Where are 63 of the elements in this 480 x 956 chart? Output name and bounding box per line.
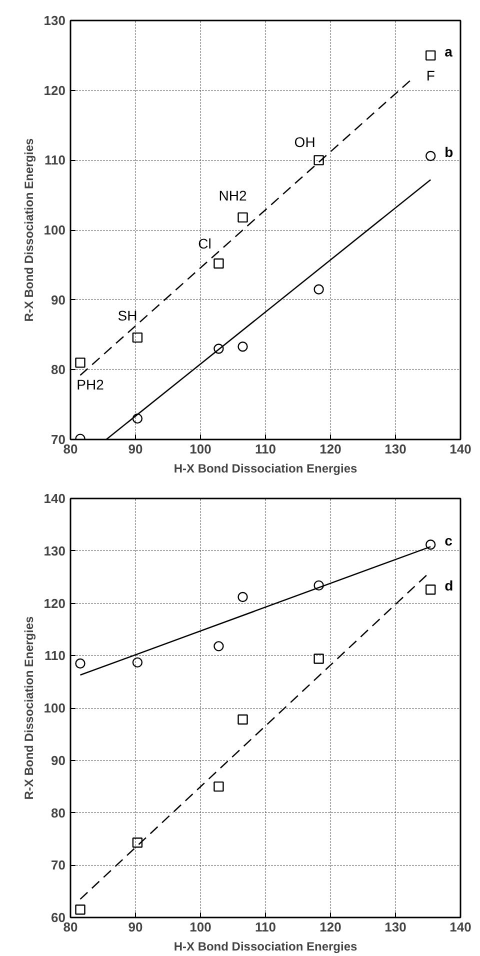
y-axis-title: R-X Bond Dissociation Energies: [22, 616, 36, 800]
y-tick-label: 100: [44, 700, 66, 716]
point: [238, 342, 248, 352]
series-label: b: [444, 144, 454, 160]
series-label: c: [444, 532, 453, 549]
annotation: NH2: [218, 187, 247, 204]
y-tick-label: 70: [51, 858, 66, 873]
point: [238, 592, 248, 602]
x-tick-label: 100: [190, 442, 212, 456]
point: [132, 413, 143, 424]
point: [426, 584, 436, 595]
x-tick-label: 130: [384, 920, 406, 934]
annotation: OH: [294, 134, 316, 150]
point: [314, 155, 324, 166]
x-tick-label: 90: [128, 920, 143, 934]
point: [132, 657, 143, 668]
x-tick-label: 110: [255, 920, 276, 934]
x-tick-label: 130: [384, 442, 406, 456]
series-label: a: [444, 43, 453, 60]
point: [314, 654, 324, 664]
point: [132, 332, 143, 343]
annotation: SH: [118, 308, 138, 324]
point: [426, 150, 436, 162]
x-tick-label: 120: [320, 920, 342, 934]
x-tick-label: 120: [320, 442, 342, 456]
annotation: F: [426, 67, 435, 84]
y-tick-label: 130: [44, 543, 66, 558]
y-tick-label: 140: [44, 491, 66, 506]
y-tick-label: 110: [44, 648, 66, 664]
y-tick-label: 130: [44, 13, 66, 28]
point: [314, 284, 324, 294]
annotation: Cl: [198, 236, 212, 252]
x-tick-label: 110: [255, 442, 276, 456]
point: [214, 641, 224, 652]
point: [75, 658, 86, 669]
x-axis-title: H-X Bond Dissociation Energies: [174, 940, 358, 954]
point: [314, 580, 324, 591]
y-tick-label: 80: [51, 805, 66, 820]
point: [426, 540, 436, 550]
x-tick-label: 140: [450, 442, 472, 456]
x-tick-label: 100: [190, 920, 212, 934]
x-axis-title: H-X Bond Dissociation Energies: [174, 462, 358, 476]
x-tick-label: 90: [128, 442, 143, 456]
x-tick-label: 140: [450, 920, 472, 934]
point: [75, 904, 86, 915]
y-tick-label: 100: [44, 222, 66, 238]
series-label: d: [444, 578, 454, 594]
annotation: PH2: [76, 376, 104, 393]
y-tick-label: 90: [51, 752, 66, 768]
point: [75, 358, 86, 368]
y-tick-label: 110: [44, 152, 66, 168]
point: [214, 781, 224, 792]
y-tick-label: 120: [44, 82, 66, 98]
y-tick-label: 90: [51, 292, 66, 308]
point: [238, 714, 248, 725]
point: [214, 258, 224, 269]
y-axis-title: R-X Bond Dissociation Energies: [22, 138, 36, 322]
point: [238, 212, 248, 223]
point: [426, 50, 436, 61]
y-tick-label: 80: [51, 362, 66, 378]
point: [132, 838, 143, 848]
y-tick-label: 120: [44, 596, 66, 611]
point: [214, 344, 224, 354]
